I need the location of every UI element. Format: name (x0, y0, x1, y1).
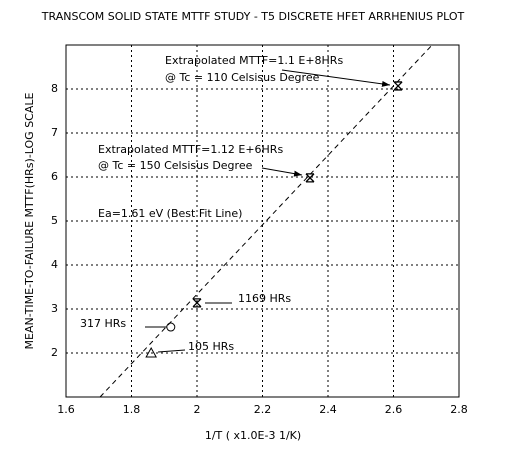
y-tick-label: 8 (51, 82, 58, 95)
y-tick-label: 4 (51, 258, 58, 271)
x-tick-label: 2.6 (385, 403, 403, 416)
annotation: 317 HRs (80, 317, 126, 330)
y-tick-label: 2 (51, 346, 58, 359)
x-axis-label: 1/T ( x1.0E-3 1/K) (205, 429, 301, 442)
annotation: @ Tc = 150 Celsisus Degree (98, 159, 253, 172)
x-tick-label: 2 (194, 403, 201, 416)
plot-area: 1.6 1.8 2 2.2 2.4 2.6 2.8 2 3 4 5 6 7 8 (51, 44, 468, 416)
leader-arrow (281, 69, 391, 87)
data-point (192, 298, 202, 308)
annotations: Extrapolated MTTF=1.1 E+8HRs @ Tc = 110 … (80, 54, 391, 353)
x-marker (393, 81, 403, 91)
plot-frame (65, 44, 460, 398)
x-marker (305, 173, 315, 183)
annotation: Ea=1.61 eV (Best Fit Line) (98, 207, 242, 220)
annotation: Extrapolated MTTF=1.1 E+8HRs (165, 54, 343, 67)
x-marker (192, 298, 202, 308)
y-axis-label: MEAN-TIME-TO-FAILURE MTTF(HRs)-LOG SCALE (23, 92, 36, 349)
annotation: 105 HRs (188, 340, 234, 353)
y-tick-label: 6 (51, 170, 58, 183)
y-tick-label: 7 (51, 126, 58, 139)
data-point (166, 322, 176, 332)
x-tick-label: 2.8 (450, 403, 468, 416)
annotation: Extrapolated MTTF=1.12 E+6HRs (98, 143, 283, 156)
x-tick-label: 1.6 (57, 403, 75, 416)
annotation: 1169 HRs (238, 292, 291, 305)
annotation: @ Tc = 110 Celsisus Degree (165, 71, 320, 84)
x-tick-label: 2.2 (254, 403, 272, 416)
y-tick-label: 5 (51, 214, 58, 227)
data-point (393, 81, 403, 91)
data-point (145, 346, 157, 358)
x-tick-label: 2.4 (319, 403, 337, 416)
chart-title: TRANSCOM SOLID STATE MTTF STUDY - T5 DIS… (41, 10, 465, 23)
x-tick-label: 1.8 (123, 403, 141, 416)
y-tick-label: 3 (51, 302, 58, 315)
leader-line (157, 349, 186, 353)
data-point (305, 173, 315, 183)
leader-arrow (261, 167, 303, 177)
